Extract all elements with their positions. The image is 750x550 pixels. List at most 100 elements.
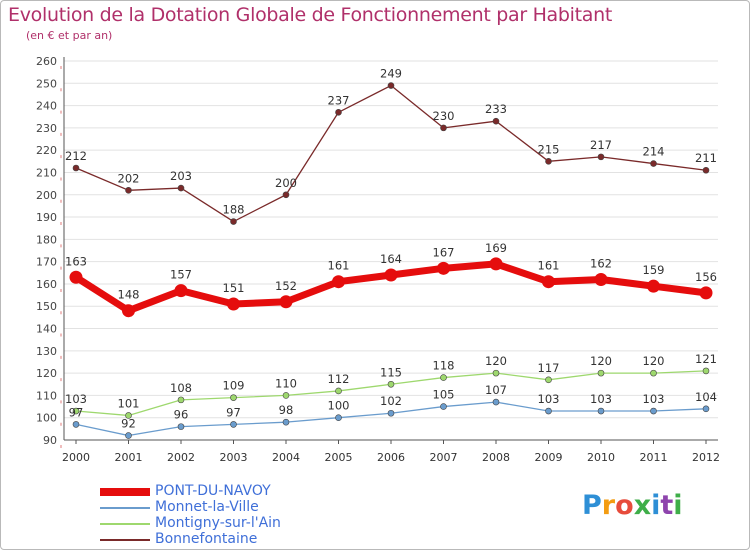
data-point — [489, 257, 503, 271]
data-label: 203 — [170, 169, 192, 183]
data-label: 152 — [275, 279, 297, 293]
data-point — [282, 191, 290, 199]
logo-letter: i — [651, 490, 661, 521]
x-tick-label: 2007 — [430, 451, 458, 464]
data-point — [650, 160, 657, 167]
y-tick-label: 160 — [36, 278, 57, 291]
y-tick-label: 260 — [36, 55, 57, 68]
data-point — [177, 184, 185, 192]
data-label: 103 — [643, 392, 665, 406]
data-label: 120 — [643, 354, 665, 368]
data-label: 115 — [380, 365, 402, 379]
data-point — [230, 394, 237, 401]
data-label: 237 — [328, 93, 350, 107]
chart-subtitle: (en € et par an) — [26, 29, 113, 42]
data-label: 103 — [538, 392, 560, 406]
y-tick-label: 240 — [36, 100, 57, 113]
data-label: 215 — [538, 142, 560, 156]
data-point — [122, 304, 135, 318]
data-label: 188 — [223, 203, 245, 217]
data-point — [335, 414, 342, 422]
data-point — [230, 421, 237, 428]
legend-swatch — [100, 539, 150, 541]
data-label: 98 — [279, 403, 294, 417]
y-tick-label: 210 — [36, 166, 57, 179]
data-point — [702, 367, 710, 375]
data-label: 101 — [118, 396, 140, 410]
data-point — [440, 124, 447, 132]
data-label: 211 — [695, 151, 717, 165]
data-point — [597, 153, 605, 161]
data-label: 110 — [275, 376, 297, 390]
y-tick-label: 190 — [36, 211, 57, 224]
data-label: 161 — [538, 259, 560, 273]
logo-letter: i — [673, 490, 683, 521]
x-tick-label: 2012 — [692, 451, 720, 464]
y-tick-label: 150 — [36, 300, 57, 313]
data-point — [387, 409, 395, 417]
legend-label: Montigny-sur-l'Ain — [155, 515, 281, 531]
data-label: 97 — [226, 405, 241, 419]
data-label: 156 — [695, 270, 717, 284]
data-point — [545, 158, 552, 165]
data-point — [492, 369, 500, 377]
legend-swatch — [100, 488, 150, 496]
data-label: 92 — [121, 417, 136, 431]
data-point — [650, 407, 657, 415]
y-tick-label: 140 — [36, 323, 57, 336]
data-label: 161 — [328, 259, 350, 273]
data-label: 102 — [380, 394, 402, 408]
data-point — [545, 376, 552, 384]
data-label: 230 — [433, 109, 455, 123]
data-label: 202 — [118, 171, 140, 185]
x-tick-label: 2000 — [62, 451, 90, 464]
data-label: 167 — [433, 245, 455, 259]
data-label: 109 — [223, 379, 245, 393]
y-tick-label: 110 — [36, 389, 57, 402]
data-point — [699, 286, 713, 300]
y-tick-label: 250 — [36, 77, 57, 90]
data-label: 163 — [65, 254, 87, 268]
data-point — [597, 407, 605, 415]
data-label: 148 — [118, 288, 140, 302]
data-label: 100 — [328, 399, 350, 413]
data-point — [387, 82, 395, 89]
x-tick-label: 2008 — [482, 451, 510, 464]
x-tick-label: 2002 — [167, 451, 195, 464]
data-point — [492, 398, 500, 406]
data-label: 120 — [485, 354, 507, 368]
legend-label: Bonnefontaine — [155, 531, 258, 547]
data-point — [177, 423, 185, 430]
logo-letter: P — [582, 490, 602, 521]
y-tick-label: 100 — [36, 412, 57, 425]
x-tick-label: 2010 — [587, 451, 615, 464]
data-point — [702, 405, 710, 413]
data-point — [72, 421, 80, 428]
data-point — [702, 166, 710, 174]
data-label: 96 — [174, 408, 189, 422]
data-point — [650, 369, 657, 377]
x-tick-label: 2004 — [272, 451, 300, 464]
data-point — [282, 418, 290, 426]
data-point — [125, 187, 132, 194]
chart-title: Evolution de la Dotation Globale de Fonc… — [8, 4, 613, 26]
data-point — [282, 392, 290, 399]
x-tick-label: 2005 — [325, 451, 353, 464]
logo-letter: r — [601, 490, 616, 521]
data-label: 157 — [170, 268, 192, 282]
y-tick-label: 230 — [36, 122, 57, 135]
data-point — [440, 374, 447, 381]
legend-swatch — [100, 507, 150, 509]
data-point — [72, 407, 80, 415]
y-tick-label: 90 — [43, 434, 57, 447]
data-label: 249 — [380, 67, 402, 81]
data-label: 112 — [328, 372, 350, 386]
y-tick-label: 200 — [36, 189, 57, 202]
data-point — [69, 270, 83, 284]
data-point — [335, 108, 342, 116]
data-point — [384, 268, 398, 282]
data-label: 162 — [590, 256, 612, 270]
data-label: 212 — [65, 149, 87, 163]
data-point — [545, 407, 552, 415]
